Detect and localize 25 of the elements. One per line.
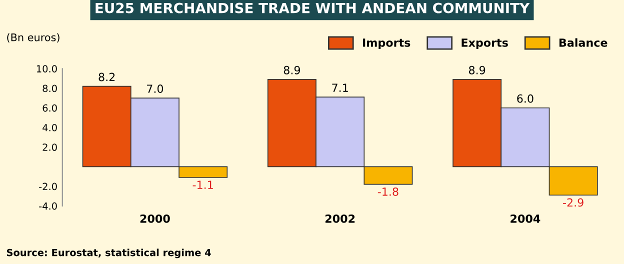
y-tick-label: -4.0 <box>39 202 57 210</box>
y-tick-label: 4.0 <box>42 124 57 132</box>
x-tick-label: 2000 <box>140 214 170 223</box>
y-tick-label: 8.0 <box>42 84 57 92</box>
y-tick-label: -2.0 <box>39 182 57 190</box>
y-tick-label: 10.0 <box>36 65 57 72</box>
x-tick-label: 2004 <box>510 214 540 223</box>
legend-label: Imports <box>363 38 410 50</box>
data-label: 7.1 <box>332 84 348 92</box>
legend-label: Exports <box>462 38 508 50</box>
data-label: 8.9 <box>468 66 486 74</box>
y-axis-title: (Bn euros) <box>7 33 60 43</box>
source-note: Source: Eurostat, statistical regime 4 <box>6 248 211 258</box>
data-label: 8.9 <box>284 66 300 74</box>
data-label: 6.0 <box>517 94 534 103</box>
data-label: 8.2 <box>98 72 115 82</box>
x-tick-label: 2002 <box>325 214 355 223</box>
data-label: -1.8 <box>378 187 398 196</box>
data-label: -2.9 <box>563 198 584 207</box>
y-tick-label: 2.0 <box>42 144 57 151</box>
y-tick-label: 6.0 <box>42 104 57 112</box>
chart-title: EU25 MERCHANDISE TRADE WITH ANDEAN COMMUNITY <box>96 2 530 14</box>
data-label: 7.0 <box>147 84 164 93</box>
legend-label: Balance <box>559 38 608 47</box>
data-label: -1.1 <box>192 180 213 189</box>
